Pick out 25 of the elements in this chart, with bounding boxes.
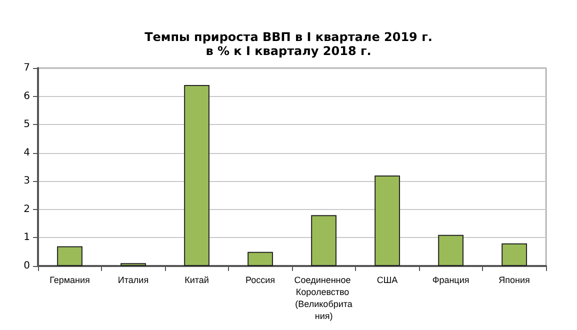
x-tick-label: Россия bbox=[246, 275, 276, 285]
y-tick-label: 6 bbox=[24, 90, 30, 102]
x-tick-label: Япония bbox=[498, 275, 530, 285]
y-tick-label: 4 bbox=[24, 147, 30, 158]
chart-title: Темпы прироста ВВП в I квартале 2019 г. bbox=[144, 30, 432, 44]
bar bbox=[248, 252, 273, 266]
x-tick-label: Германия bbox=[50, 275, 90, 285]
y-tick-label: 7 bbox=[24, 62, 30, 74]
y-tick-label: 2 bbox=[24, 204, 30, 215]
x-tick-label: США bbox=[376, 275, 398, 285]
x-tick-label: Соединенное Королевство (Великобритания) bbox=[294, 275, 354, 321]
y-tick-label: 0 bbox=[24, 260, 30, 272]
bar bbox=[57, 246, 82, 266]
x-tick-label: Италия bbox=[118, 275, 149, 285]
bar bbox=[374, 175, 400, 266]
x-tick-label: Китай bbox=[184, 275, 209, 285]
bar bbox=[311, 215, 336, 266]
chart-subtitle: в % к I кварталу 2018 г. bbox=[206, 44, 372, 58]
y-tick-label: 1 bbox=[24, 232, 30, 244]
x-tick-label: Франция bbox=[432, 275, 470, 285]
bar bbox=[438, 234, 464, 266]
y-tick-label: 5 bbox=[24, 119, 30, 130]
bar bbox=[502, 243, 528, 266]
bar bbox=[184, 84, 210, 266]
y-tick-label: 3 bbox=[24, 176, 30, 187]
